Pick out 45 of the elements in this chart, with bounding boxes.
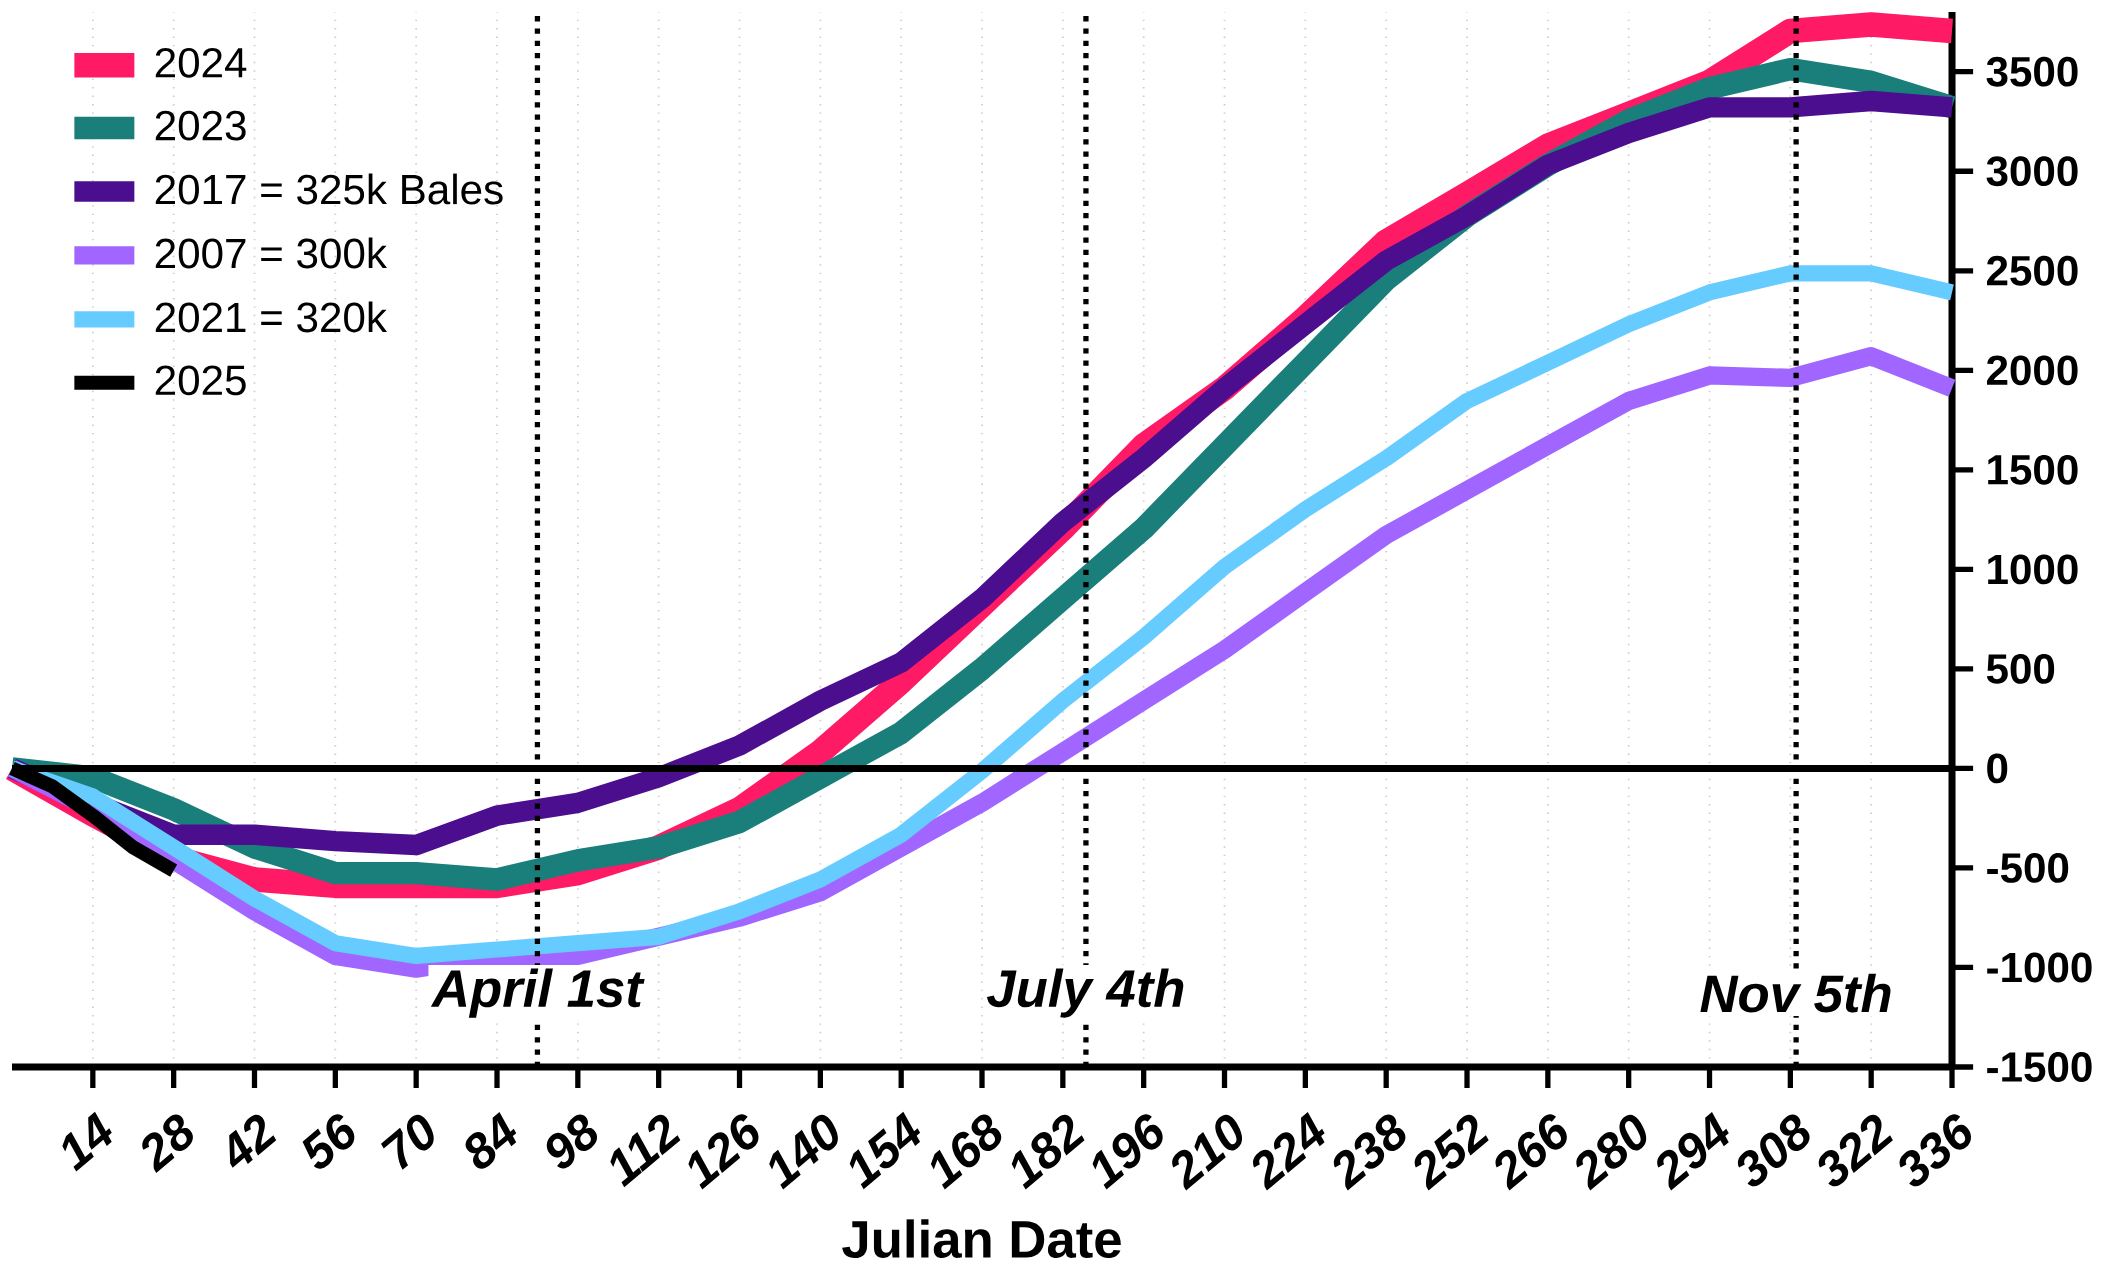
x-tick-label: 294 [1657, 1112, 1729, 1191]
x-tick-label: 238 [1333, 1114, 1406, 1191]
x-tick-label: 182 [1011, 1114, 1085, 1190]
x-tick-label: 112 [610, 1114, 681, 1188]
ref-line-label: April 1st [430, 968, 645, 1018]
x-tick-label: 280 [1576, 1114, 1647, 1191]
legend-label: 2021 = 320k [155, 301, 388, 333]
x-tick-label: 266 [1495, 1114, 1567, 1191]
x-tick-label: 154 [849, 1111, 921, 1190]
ref-line-label: July 4th [986, 968, 1184, 1018]
y-tick-label: -500 [1987, 853, 2069, 883]
x-tick-label: 168 [930, 1114, 1002, 1190]
y-tick-label: 0 [1987, 753, 2008, 784]
x-tick-label: 140 [769, 1114, 838, 1190]
legend-label: 2025 [155, 365, 246, 396]
x-tick-label: 336 [1899, 1114, 1971, 1187]
legend-label: 2017 = 325k Bales [155, 173, 503, 205]
legend-label: 2023 [155, 110, 246, 141]
y-tick-label: 1000 [1988, 554, 2078, 585]
y-tick-label: 1500 [1988, 454, 2078, 485]
x-tick-label: 84 [465, 1112, 517, 1169]
y-tick-label: 2000 [1987, 355, 2078, 386]
y-tick-label: -1000 [1987, 952, 2092, 983]
x-tick-label: 70 [381, 1114, 434, 1170]
legend-label: 2024 [155, 47, 247, 78]
x-tick-label: 196 [1092, 1114, 1163, 1190]
x-tick-label: 210 [1172, 1114, 1243, 1191]
x-tick-label: 322 [1818, 1114, 1893, 1187]
ref-line-label: Nov 5th [1700, 973, 1891, 1013]
x-tick-label: 224 [1252, 1112, 1325, 1191]
x-tick-label: 42 [229, 1114, 277, 1168]
x-axis-title: Julian Date [842, 1219, 1121, 1259]
x-tick-label: 14 [62, 1111, 112, 1172]
x-tick-label: 56 [302, 1114, 355, 1169]
legend-label: 2007 = 300k [155, 237, 388, 269]
y-tick-label: 3500 [1986, 56, 2078, 87]
x-tick-label: 308 [1737, 1114, 1810, 1187]
y-tick-label: 3000 [1986, 156, 2078, 187]
x-tick-label: 126 [688, 1114, 759, 1190]
y-tick-label: 2500 [1987, 255, 2078, 286]
x-tick-label: 252 [1414, 1114, 1489, 1191]
y-tick-label: -1500 [1987, 1052, 2092, 1082]
x-tick-label: 28 [142, 1114, 193, 1173]
y-tick-label: 500 [1986, 653, 2055, 684]
x-tick-label: 98 [546, 1114, 598, 1169]
